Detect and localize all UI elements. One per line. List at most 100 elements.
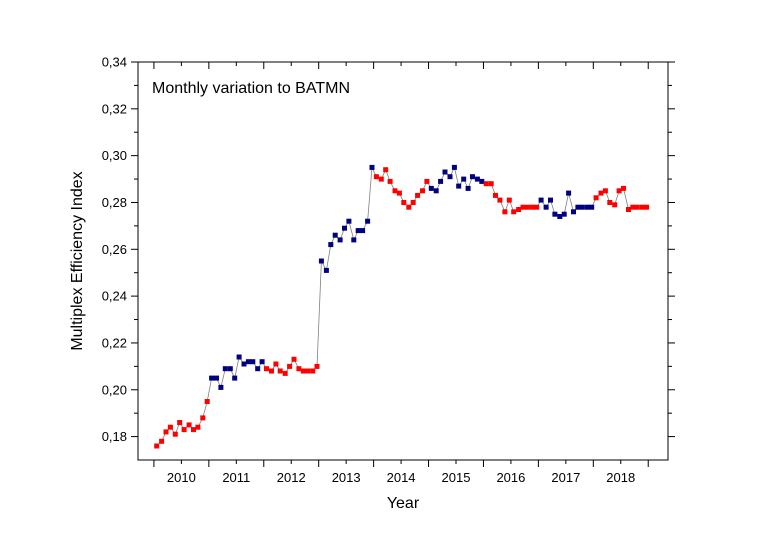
axis-ticks (131, 61, 675, 467)
data-point (310, 368, 316, 374)
data-point (282, 370, 288, 376)
y-tick-label: 0,34 (102, 55, 127, 70)
y-tick-label: 0,24 (102, 289, 127, 304)
series-connector-line (156, 165, 647, 447)
series-2016 (483, 181, 540, 215)
data-point (520, 204, 526, 210)
data-point (332, 232, 338, 238)
x-tick-label: 2011 (222, 470, 250, 485)
data-point (287, 363, 293, 369)
data-point (181, 427, 187, 433)
x-axis-title: Year (387, 495, 420, 512)
data-point (543, 204, 549, 210)
y-tick-label: 0,30 (102, 148, 127, 163)
data-point (255, 366, 261, 372)
series-2018 (593, 185, 650, 212)
data-point (296, 366, 302, 372)
connector-lines (156, 165, 647, 447)
data-point (616, 188, 622, 194)
data-point (401, 200, 407, 205)
data-point (511, 209, 517, 215)
data-point (639, 204, 645, 210)
data-point (172, 431, 178, 437)
data-point (465, 185, 471, 191)
data-point (410, 200, 416, 205)
data-point (538, 197, 544, 203)
data-point (314, 363, 320, 369)
data-point (273, 361, 279, 367)
data-point (236, 354, 242, 360)
data-point (483, 181, 489, 187)
data-point (502, 209, 508, 215)
data-point (571, 209, 576, 215)
x-tick-label: 2012 (277, 470, 306, 485)
data-point (602, 188, 608, 194)
y-tick-label: 0,22 (102, 335, 127, 350)
data-point (360, 228, 366, 234)
data-point (612, 202, 618, 208)
data-point (420, 188, 425, 194)
data-point (291, 356, 297, 362)
data-point (204, 399, 210, 404)
y-axis-title: Multiplex Efficiency Index (69, 171, 86, 350)
data-point (516, 207, 522, 212)
data-point (626, 207, 631, 212)
data-point (589, 204, 595, 210)
x-tick-label: 2010 (167, 470, 196, 485)
data-point (598, 190, 604, 196)
data-point (607, 200, 613, 205)
x-tick-label: 2013 (332, 470, 361, 485)
data-point (396, 190, 402, 196)
series-2012 (264, 356, 320, 376)
data-point (323, 267, 329, 273)
plot-frame (137, 61, 669, 461)
data-point (186, 422, 192, 428)
data-point (428, 185, 434, 191)
data-point (488, 181, 494, 187)
data-point (644, 204, 650, 210)
data-point (378, 176, 384, 182)
data-point (241, 361, 247, 367)
data-point (406, 204, 412, 210)
data-point (383, 167, 389, 173)
data-point (529, 204, 535, 210)
data-point (222, 366, 228, 372)
data-point (497, 197, 503, 203)
series-2011 (209, 354, 265, 390)
data-point (346, 218, 352, 224)
data-point (227, 366, 233, 372)
data-point (328, 242, 334, 248)
data-point (250, 359, 256, 365)
data-point (351, 237, 357, 243)
data-point (451, 164, 457, 170)
data-point (342, 225, 347, 231)
data-point (561, 211, 567, 217)
data-point (177, 420, 183, 425)
data-point (214, 375, 219, 381)
data-point (392, 188, 398, 194)
data-point (461, 176, 467, 182)
series-2010 (154, 399, 210, 449)
data-point (524, 204, 530, 210)
data-point (506, 197, 512, 203)
y-tick-label: 0,28 (102, 195, 127, 210)
data-point (447, 174, 453, 180)
x-tick-label: 2018 (606, 470, 635, 485)
x-tick-label: 2014 (387, 470, 416, 485)
data-point (579, 204, 585, 210)
y-tick-label: 0,18 (102, 429, 127, 444)
x-tick-label: 2016 (496, 470, 525, 485)
data-point (209, 375, 215, 381)
series-2014 (373, 167, 430, 210)
data-point (438, 178, 444, 184)
series-2015 (428, 164, 485, 194)
data-point (195, 424, 201, 430)
data-point (369, 164, 375, 170)
data-point (305, 368, 311, 374)
data-point (259, 359, 265, 365)
data-point (163, 429, 169, 435)
data-point (584, 204, 590, 210)
data-point (621, 185, 626, 191)
y-tick-label: 0,20 (102, 382, 127, 397)
